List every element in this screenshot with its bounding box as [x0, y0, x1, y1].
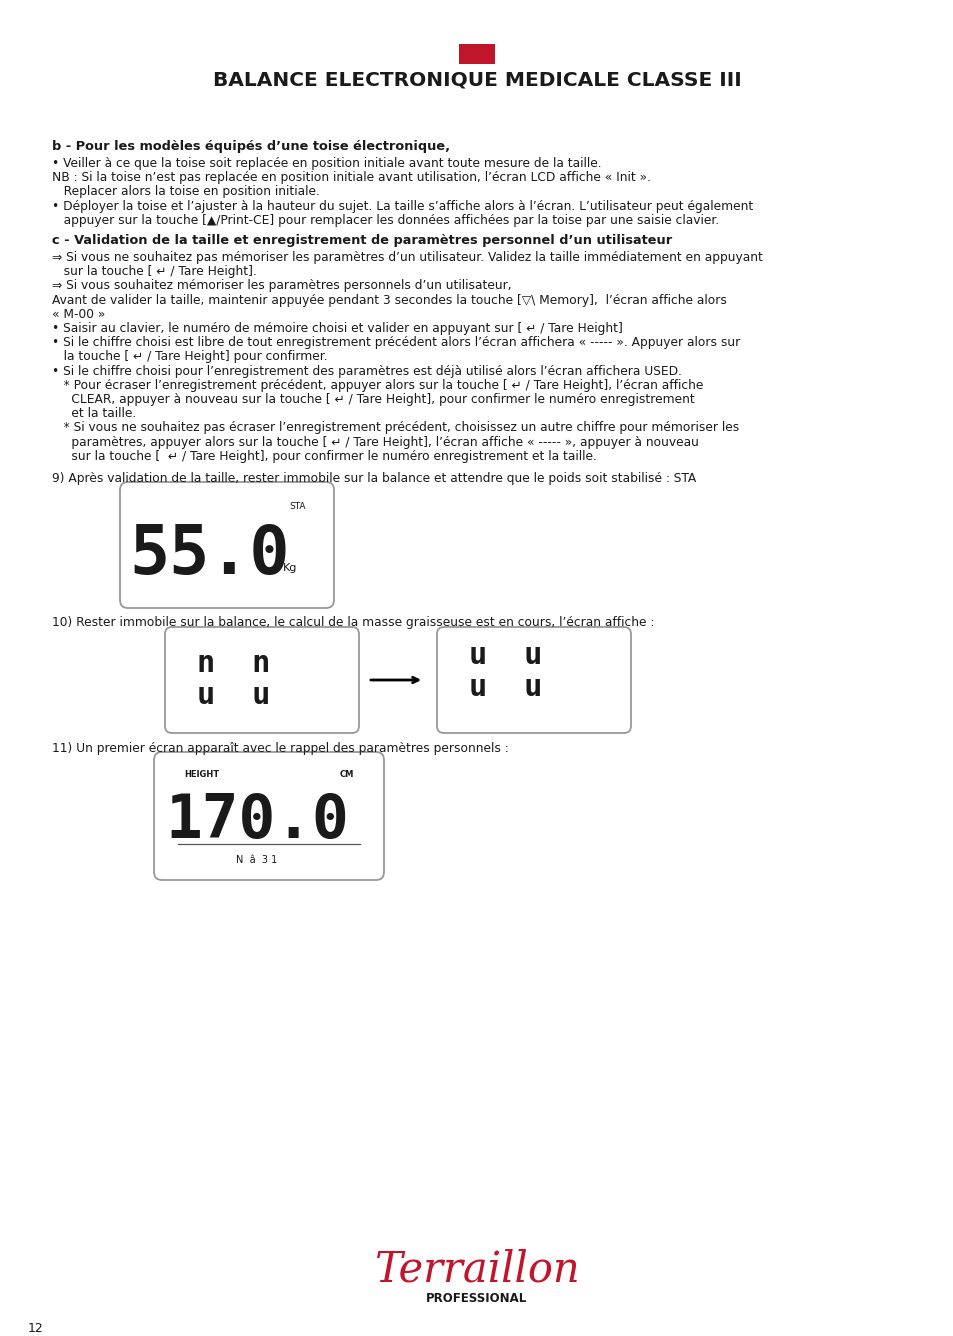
Text: « M-00 »: « M-00 »	[52, 307, 105, 321]
Text: sur la touche [  ↵ / Tare Height], pour confirmer le numéro enregistrement et la: sur la touche [ ↵ / Tare Height], pour c…	[52, 450, 597, 462]
Text: 12: 12	[28, 1323, 44, 1335]
Text: CLEAR, appuyer à nouveau sur la touche [ ↵ / Tare Height], pour confirmer le num: CLEAR, appuyer à nouveau sur la touche […	[52, 393, 694, 406]
Text: HEIGHT: HEIGHT	[184, 770, 219, 779]
Text: NB : Si la toise n’est pas replacée en position initiale avant utilisation, l’éc: NB : Si la toise n’est pas replacée en p…	[52, 171, 650, 184]
Text: N  â  3 1: N â 3 1	[236, 855, 277, 864]
Text: 55.0: 55.0	[130, 522, 290, 588]
Text: • Saisir au clavier, le numéro de mémoire choisi et valider en appuyant sur [ ↵ : • Saisir au clavier, le numéro de mémoir…	[52, 322, 622, 335]
Text: 170.0: 170.0	[165, 792, 349, 851]
Text: • Si le chiffre choisi pour l’enregistrement des paramètres est déjà utilisé alo: • Si le chiffre choisi pour l’enregistre…	[52, 365, 681, 378]
Text: u  u: u u	[197, 681, 271, 711]
Text: 10) Rester immobile sur la balance, le calcul de la masse graisseuse est en cour: 10) Rester immobile sur la balance, le c…	[52, 616, 654, 629]
Text: PROFESSIONAL: PROFESSIONAL	[426, 1292, 527, 1305]
Text: FR: FR	[468, 29, 485, 43]
Text: 11) Un premier écran apparaît avec le rappel des paramètres personnels :: 11) Un premier écran apparaît avec le ra…	[52, 741, 508, 755]
Text: u  u: u u	[469, 673, 542, 703]
Text: 9) Après validation de la taille, rester immobile sur la balance et attendre que: 9) Après validation de la taille, rester…	[52, 472, 696, 485]
Text: ⇒ Si vous ne souhaitez pas mémoriser les paramètres d’un utilisateur. Validez la: ⇒ Si vous ne souhaitez pas mémoriser les…	[52, 251, 762, 265]
Text: Avant de valider la taille, maintenir appuyée pendant 3 secondes la touche [▽\ M: Avant de valider la taille, maintenir ap…	[52, 294, 726, 306]
Text: n  n: n n	[197, 649, 271, 679]
Text: Replacer alors la toise en position initiale.: Replacer alors la toise en position init…	[52, 186, 319, 199]
Text: ⇒ Si vous souhaitez mémoriser les paramètres personnels d’un utilisateur,: ⇒ Si vous souhaitez mémoriser les paramè…	[52, 279, 511, 293]
Text: * Si vous ne souhaitez pas écraser l’enregistrement précédent, choisissez un aut: * Si vous ne souhaitez pas écraser l’enr…	[52, 421, 739, 434]
Text: * Pour écraser l’enregistrement précédent, appuyer alors sur la touche [ ↵ / Tar: * Pour écraser l’enregistrement précéden…	[52, 379, 702, 391]
Text: la touche [ ↵ / Tare Height] pour confirmer.: la touche [ ↵ / Tare Height] pour confir…	[52, 350, 327, 363]
Text: STA: STA	[290, 502, 306, 510]
Text: • Veiller à ce que la toise soit replacée en position initiale avant toute mesur: • Veiller à ce que la toise soit replacé…	[52, 158, 601, 170]
Text: • Déployer la toise et l’ajuster à la hauteur du sujet. La taille s’affiche alor: • Déployer la toise et l’ajuster à la ha…	[52, 199, 753, 212]
Text: CM: CM	[339, 770, 354, 779]
Text: u  u: u u	[469, 641, 542, 671]
FancyBboxPatch shape	[436, 627, 630, 733]
FancyBboxPatch shape	[120, 482, 334, 608]
Text: c - Validation de la taille et enregistrement de paramètres personnel d’un utili: c - Validation de la taille et enregistr…	[52, 234, 672, 247]
Text: Kg: Kg	[283, 562, 297, 573]
Text: sur la touche [ ↵ / Tare Height].: sur la touche [ ↵ / Tare Height].	[52, 266, 256, 278]
Text: Terraillon: Terraillon	[374, 1248, 579, 1291]
FancyBboxPatch shape	[153, 752, 384, 880]
Text: appuyer sur la touche [▲/Print-CE] pour remplacer les données affichées par la t: appuyer sur la touche [▲/Print-CE] pour …	[52, 214, 719, 227]
Text: BALANCE ELECTRONIQUE MEDICALE CLASSE III: BALANCE ELECTRONIQUE MEDICALE CLASSE III	[213, 71, 740, 90]
Text: b - Pour les modèles équipés d’une toise électronique,: b - Pour les modèles équipés d’une toise…	[52, 140, 450, 154]
FancyBboxPatch shape	[458, 44, 495, 64]
FancyBboxPatch shape	[165, 627, 358, 733]
Text: et la taille.: et la taille.	[52, 407, 136, 421]
Text: • Si le chiffre choisi est libre de tout enregistrement précédent alors l’écran : • Si le chiffre choisi est libre de tout…	[52, 337, 740, 349]
Text: paramètres, appuyer alors sur la touche [ ↵ / Tare Height], l’écran affiche « --: paramètres, appuyer alors sur la touche …	[52, 436, 699, 449]
